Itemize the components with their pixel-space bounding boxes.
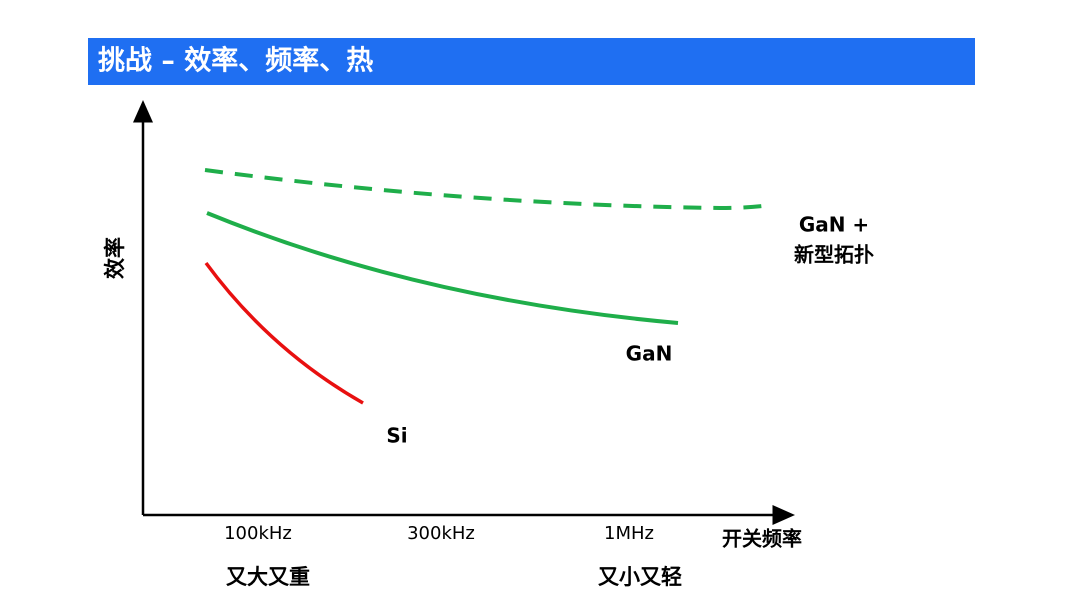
gan-topology-curve — [204, 168, 771, 211]
x-tick-label: 1MHz — [604, 523, 654, 544]
curve-label: GaN + — [799, 213, 869, 237]
si-curve — [204, 261, 364, 405]
curve-label: 新型拓扑 — [794, 243, 874, 267]
x-tick-label: 100kHz — [224, 523, 292, 544]
gan-curve — [206, 211, 679, 325]
x-axis-label: 开关频率 — [722, 527, 802, 551]
x-tick-label: 300kHz — [407, 523, 475, 544]
y-axis-label: 效率 — [103, 237, 127, 279]
curve-label: Si — [386, 424, 407, 448]
x-note: 又小又轻 — [598, 565, 682, 589]
title-bar — [88, 38, 975, 85]
title: 挑战 – 效率、频率、热 — [98, 45, 373, 77]
x-note: 又大又重 — [226, 565, 310, 589]
curve-label: GaN — [626, 342, 673, 366]
